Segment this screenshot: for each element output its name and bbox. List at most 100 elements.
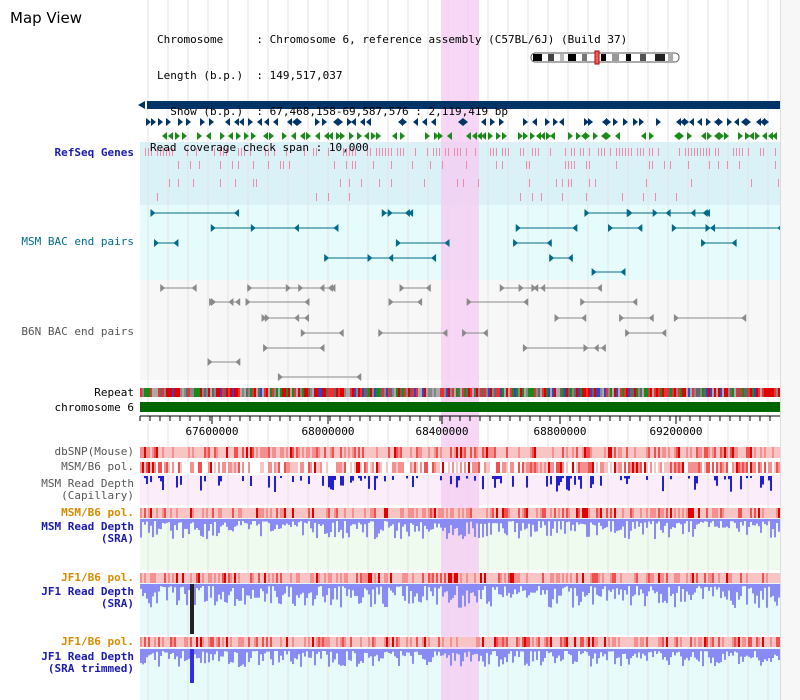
repeat-segment	[426, 388, 428, 397]
track-label-jf1-b6-pol-1[interactable]: JF1/B6 pol.	[61, 571, 134, 584]
repeat-segment	[372, 388, 374, 397]
msm-sra-depth-bar	[230, 519, 232, 531]
track-label-jf1-depth-sra[interactable]: JF1 Read Depth	[41, 585, 134, 598]
scroll-right-arrow	[775, 101, 782, 109]
track-label-repeat[interactable]: Repeat	[94, 386, 134, 399]
jf1-sra-depth-bar	[242, 584, 244, 589]
msm-sra-depth-bar	[304, 519, 306, 523]
msm-pol-heat-cell	[556, 462, 558, 473]
msm-pol2-heat-cell	[732, 508, 734, 518]
msm-pol2-heat-cell	[152, 508, 154, 518]
jf1-sra-depth-bar	[614, 584, 616, 599]
jf1-pol-heat-cell	[320, 573, 322, 583]
refseq-gene-tick	[532, 148, 533, 156]
msm-pol2-heat-cell	[448, 508, 450, 518]
refseq-gene-tick	[562, 193, 563, 201]
msm-pol-heat-cell	[662, 462, 664, 473]
track-label-jf1-depth-trimmed[interactable]: JF1 Read Depth	[41, 650, 134, 663]
chromosome-ideogram[interactable]	[530, 50, 680, 65]
msm-pol-heat-cell	[476, 462, 478, 473]
msm-pol-heat-cell	[486, 462, 488, 473]
dbsnp-heat-cell	[702, 447, 704, 458]
msm-pol2-heat-cell	[622, 508, 624, 518]
selection-highlight[interactable]	[441, 0, 479, 700]
jf1-pol-heat-cell	[642, 573, 644, 583]
msm-pol2-heat-cell	[308, 508, 310, 518]
jf1-pol2-heat-cell	[624, 637, 626, 647]
jf1-trimmed-depth-bar	[718, 649, 720, 664]
jf1-pol-heat-cell	[474, 573, 476, 583]
track-label-dbsnp[interactable]: dbSNP(Mouse)	[54, 445, 134, 458]
jf1-trimmed-depth-bar	[414, 649, 416, 652]
track-label-msm-depth-sra[interactable]: MSM Read Depth	[41, 520, 134, 533]
jf1-pol2-heat-cell	[464, 637, 466, 647]
jf1-pol2-heat-cell	[542, 637, 544, 647]
msm-sra-depth-bar	[504, 519, 506, 534]
jf1-pol2-heat-cell	[324, 637, 326, 647]
jf1-pol2-heat-cell	[250, 637, 252, 647]
dbsnp-heat-cell	[770, 447, 772, 458]
track-label-chromosome[interactable]: chromosome 6	[54, 401, 134, 414]
jf1-pol-heat-cell	[484, 573, 486, 583]
jf1-trimmed-depth-bar	[428, 649, 430, 662]
jf1-trimmed-depth-bar	[742, 649, 744, 662]
dbsnp-heat-cell	[756, 447, 758, 458]
vertical-scrollbar[interactable]	[780, 0, 800, 700]
jf1-pol-heat-cell	[716, 573, 718, 583]
msm-sra-depth-bar	[178, 519, 180, 523]
repeat-segment	[642, 388, 644, 397]
msm-sra-depth-bar	[770, 519, 772, 538]
track-label-msm-b6-pol-1[interactable]: MSM/B6 pol.	[61, 460, 134, 473]
msm-pol-heat-cell	[562, 462, 564, 473]
dbsnp-heat-cell	[652, 447, 654, 458]
jf1-pol2-heat-cell	[646, 637, 648, 647]
msm-pol2-heat-cell	[514, 508, 516, 518]
jf1-sra-depth-bar	[244, 584, 246, 605]
msm-pol2-heat-cell	[526, 508, 528, 518]
msm-pol2-heat-cell	[778, 508, 780, 518]
dbsnp-heat-cell	[342, 447, 344, 458]
repeat-segment	[614, 388, 616, 397]
msm-pol-heat-cell	[774, 462, 776, 473]
dbsnp-heat-cell	[276, 447, 278, 458]
track-label-refseq[interactable]: RefSeq Genes	[54, 146, 134, 159]
track-label-msm-b6-pol-2[interactable]: MSM/B6 pol.	[61, 506, 134, 519]
jf1-sra-depth-bar	[778, 584, 780, 598]
jf1-pol-heat-cell	[698, 573, 700, 583]
repeat-segment	[376, 388, 378, 397]
msm-pol2-heat-cell	[456, 508, 458, 518]
jf1-trimmed-depth-bar	[384, 649, 386, 653]
msm-pol-heat-cell	[144, 462, 146, 473]
refseq-gene-tick	[670, 161, 671, 169]
jf1-sra-depth-bar	[240, 584, 242, 601]
msm-pol-heat-cell	[710, 462, 712, 473]
msm-pol2-heat-cell	[410, 508, 412, 518]
jf1-pol-heat-cell	[352, 573, 354, 583]
jf1-pol-heat-cell	[296, 573, 298, 583]
jf1-pol2-heat-cell	[182, 637, 184, 647]
track-label-b6n-bac[interactable]: B6N BAC end pairs	[21, 325, 134, 338]
track-label-jf1-b6-pol-2[interactable]: JF1/B6 pol.	[61, 635, 134, 648]
jf1-sra-depth-bar	[500, 584, 502, 595]
msm-capillary-depth-bar	[416, 476, 418, 479]
jf1-sra-depth-bar	[440, 584, 442, 587]
msm-pol-heat-cell	[660, 462, 662, 473]
jf1-pol2-heat-cell	[506, 637, 508, 647]
jf1-pol2-heat-cell	[518, 637, 520, 647]
jf1-trimmed-depth-bar	[612, 649, 614, 652]
jf1-trimmed-depth-bar	[750, 649, 752, 659]
msm-pol2-heat-cell	[292, 508, 294, 518]
msm-pol-heat-cell	[290, 462, 292, 473]
repeat-segment	[424, 388, 426, 397]
dbsnp-heat-cell	[774, 447, 776, 458]
jf1-sra-depth-bar	[520, 584, 522, 587]
jf1-pol2-heat-cell	[606, 637, 608, 647]
track-label-msm-depth-capillary[interactable]: MSM Read Depth	[41, 477, 134, 490]
jf1-pol2-heat-cell	[216, 637, 218, 647]
track-label-msm-bac[interactable]: MSM BAC end pairs	[21, 235, 134, 248]
jf1-pol-heat-cell	[674, 573, 676, 583]
jf1-trimmed-depth-bar	[648, 649, 650, 653]
jf1-pol-heat-cell	[458, 573, 460, 583]
msm-pol-heat-cell	[196, 462, 198, 473]
